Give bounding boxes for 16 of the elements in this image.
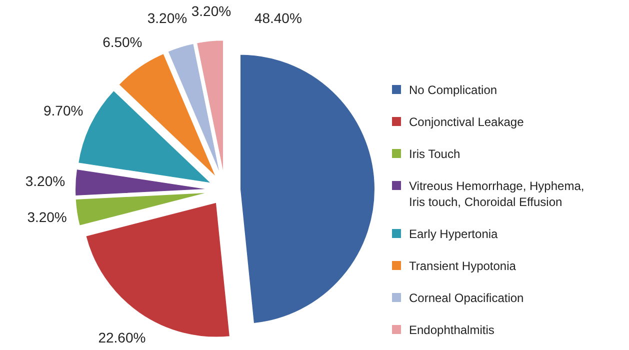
data-label: 48.40%: [254, 10, 302, 26]
legend-label: Transient Hypotonia: [409, 259, 516, 274]
data-label: 3.20%: [27, 208, 67, 225]
legend-label: Early Hypertonia: [409, 227, 498, 242]
legend-label: No Complication: [409, 83, 498, 98]
data-label: 6.50%: [102, 34, 142, 50]
legend-label: Corneal Opacification: [409, 291, 524, 306]
legend-label: Endophthalmitis: [409, 323, 494, 338]
data-label: 22.60%: [98, 329, 146, 346]
data-label: 3.20%: [25, 172, 66, 189]
legend-label: Conjonctival Leakage: [409, 115, 524, 130]
legend-label: Iris Touch: [409, 147, 460, 162]
data-label: 9.70%: [44, 102, 84, 119]
data-label: 3.20%: [147, 10, 188, 26]
legend-label: Vitreous Hemorrhage, Hyphema, Iris touch, Choroidal Effusion: [409, 179, 584, 210]
data-label: 3.20%: [191, 2, 232, 19]
